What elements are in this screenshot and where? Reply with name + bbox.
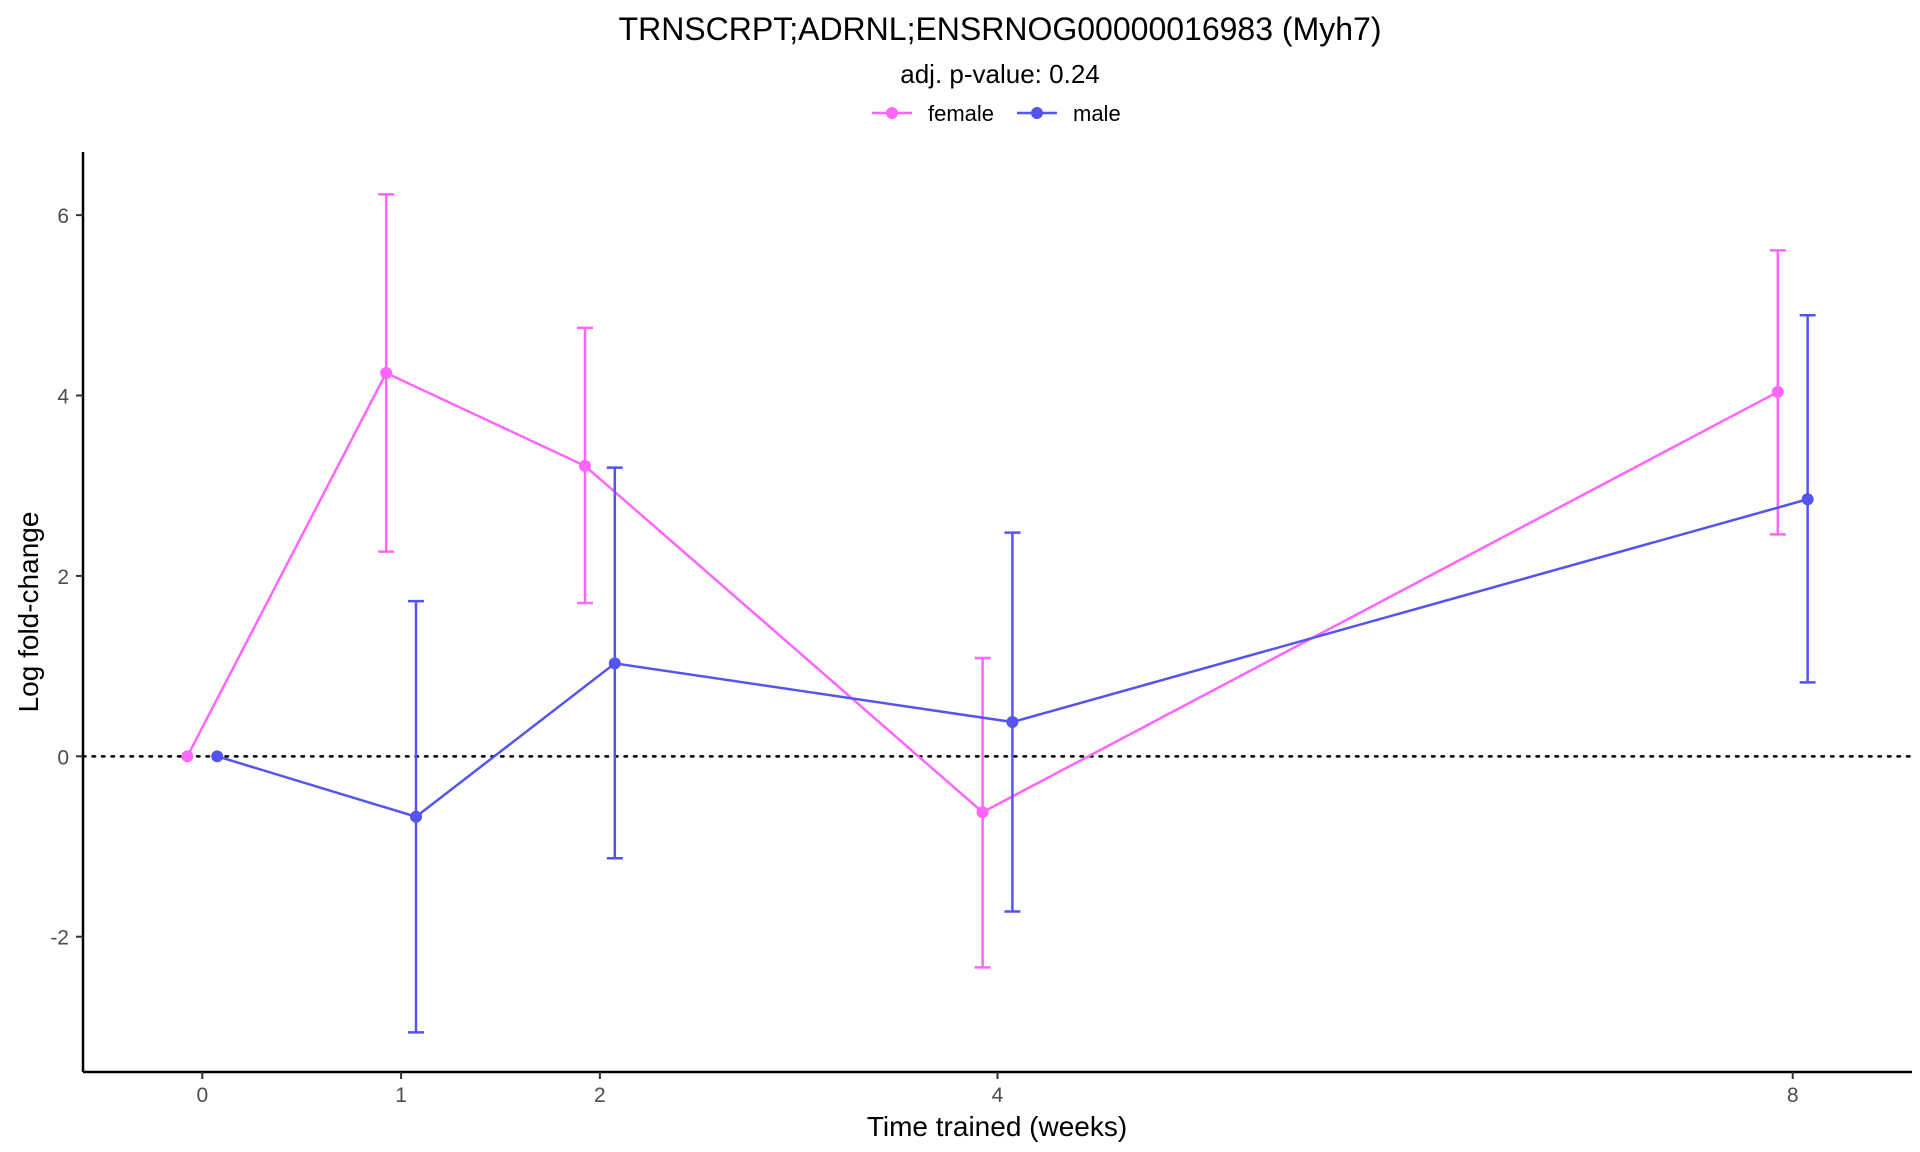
x-tick-label: 8 <box>1787 1084 1799 1107</box>
legend: female male <box>872 101 1121 126</box>
data-point <box>181 750 194 763</box>
data-point <box>409 810 422 823</box>
legend-label-female: female <box>928 101 994 126</box>
y-ticks: -2 0 2 4 6 <box>50 205 83 950</box>
data-point <box>380 366 393 379</box>
data-point <box>1771 385 1784 398</box>
data-point <box>1006 716 1019 729</box>
y-tick-label: -2 <box>50 927 69 950</box>
chart-subtitle: adj. p-value: 0.24 <box>900 59 1099 89</box>
y-tick-label: 4 <box>57 386 69 409</box>
x-tick-label: 2 <box>594 1084 606 1107</box>
y-tick-label: 0 <box>57 746 69 769</box>
data-point <box>976 806 989 819</box>
series-female <box>181 193 1786 969</box>
plot-series <box>181 193 1816 1034</box>
x-tick-label: 0 <box>196 1084 208 1107</box>
data-point <box>211 750 224 763</box>
data-point <box>608 657 621 670</box>
y-tick-label: 6 <box>57 205 69 228</box>
y-tick-label: 2 <box>57 566 69 589</box>
chart-title: TRNSCRPT;ADRNL;ENSRNOG00000016983 (Myh7) <box>619 11 1382 47</box>
x-axis-label: Time trained (weeks) <box>867 1111 1127 1142</box>
series-male <box>211 314 1816 1034</box>
data-point <box>578 459 591 472</box>
legend-marker-female <box>886 107 898 119</box>
x-ticks: 0 1 2 4 8 <box>196 1072 1799 1107</box>
legend-marker-male <box>1031 107 1043 119</box>
x-tick-label: 4 <box>992 1084 1004 1107</box>
legend-label-male: male <box>1073 101 1121 126</box>
data-point <box>1801 493 1814 506</box>
y-axis-label: Log fold-change <box>13 512 44 713</box>
x-tick-label: 1 <box>395 1084 407 1107</box>
